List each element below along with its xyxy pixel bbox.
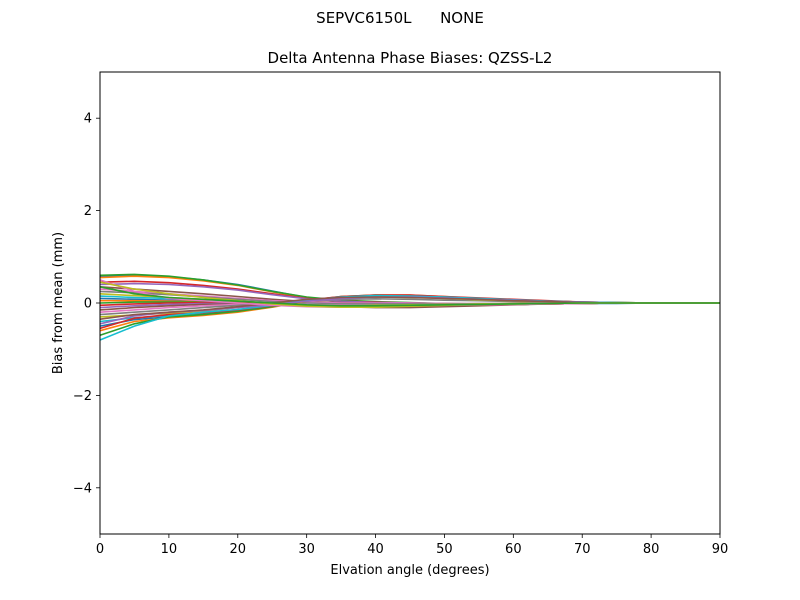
- x-axis-label: Elvation angle (degrees): [330, 563, 489, 578]
- x-tick-label: 40: [367, 542, 384, 557]
- x-tick-label: 80: [643, 542, 660, 557]
- series-layer: [99, 273, 720, 341]
- x-tick-label: 10: [161, 542, 178, 557]
- y-axis: −4 −2 0 2 4: [73, 112, 100, 496]
- y-tick-label: 2: [84, 204, 92, 219]
- figure-suptitle: SEPVC6150L NONE: [316, 9, 484, 27]
- x-axis: 0 10 20 30 40 50 60 70 80 90: [96, 534, 728, 557]
- x-tick-label: 70: [574, 542, 591, 557]
- y-tick-label: −2: [73, 389, 92, 404]
- x-tick-label: 20: [230, 542, 247, 557]
- series-line-30: [99, 286, 720, 307]
- y-axis-label: Bias from mean (mm): [51, 232, 66, 374]
- x-tick-label: 60: [505, 542, 522, 557]
- y-tick-label: −4: [73, 481, 92, 496]
- x-tick-label: 90: [712, 542, 729, 557]
- x-tick-label: 0: [96, 542, 104, 557]
- chart-title: Delta Antenna Phase Biases: QZSS-L2: [268, 49, 553, 67]
- y-tick-label: 4: [84, 112, 92, 127]
- y-tick-label: 0: [84, 297, 92, 312]
- x-tick-label: 50: [436, 542, 453, 557]
- x-tick-label: 30: [298, 542, 315, 557]
